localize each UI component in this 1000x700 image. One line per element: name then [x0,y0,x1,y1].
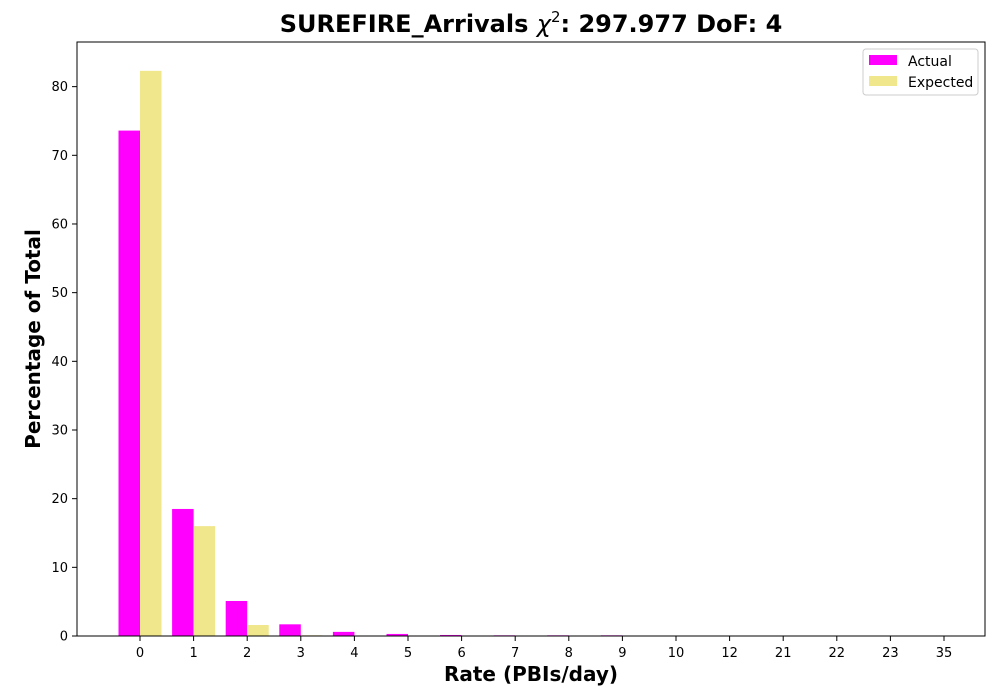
x-tick-label-5: 5 [404,646,412,661]
legend: Actual Expected [862,48,979,96]
x-tick-label-12: 12 [721,646,738,661]
x-tick-label-10: 10 [668,646,685,661]
x-tick-label-7: 7 [511,646,519,661]
bars-group [118,70,944,637]
x-tick-label-21: 21 [775,646,792,661]
title-chi: χ [535,10,552,38]
plot-frame [76,41,986,637]
y-tick-label-60: 60 [51,217,68,232]
x-tick-label-35: 35 [936,646,953,661]
bar-expected-2 [247,625,269,636]
legend-swatch-expected [869,76,897,86]
y-tick-label-50: 50 [51,286,68,301]
title-main: SUREFIRE_Arrivals [280,10,537,38]
x-axis-ticks: 0 1 2 3 4 5 6 7 8 9 10 12 21 22 23 35 [136,636,952,661]
bar-actual-4 [332,631,355,636]
y-axis-ticks: 0 10 20 30 40 50 60 70 80 [51,80,77,645]
bar-actual-5 [386,633,408,636]
x-tick-label-2: 2 [243,646,251,661]
y-tick-label-10: 10 [51,561,68,576]
y-tick-label-20: 20 [51,492,68,507]
bar-actual-0 [118,130,140,637]
chart-title: SUREFIRE_Arrivals χ2: 297.977 DoF: 4 [280,8,783,38]
x-tick-label-0: 0 [136,646,144,661]
title-superscript: 2 [551,8,561,26]
y-tick-label-80: 80 [51,80,68,95]
x-tick-label-9: 9 [618,646,626,661]
bar-expected-0 [140,70,162,637]
legend-label-expected: Expected [908,75,973,91]
y-tick-label-70: 70 [51,149,68,164]
bar-expected-1 [193,526,216,636]
bar-actual-3 [279,624,301,636]
title-rest: : 297.977 DoF: 4 [561,10,783,38]
y-axis-label: Percentage of Total [21,229,45,449]
x-tick-label-22: 22 [829,646,846,661]
bar-actual-1 [172,508,194,636]
y-tick-label-30: 30 [51,423,68,438]
legend-label-actual: Actual [908,54,952,70]
x-tick-label-4: 4 [350,646,358,661]
x-tick-label-1: 1 [189,646,197,661]
bar-actual-6 [440,634,462,636]
y-tick-label-40: 40 [51,355,68,370]
legend-swatch-actual [869,55,897,65]
bar-actual-2 [225,600,248,636]
x-tick-label-23: 23 [882,646,899,661]
x-axis-label: Rate (PBIs/day) [444,662,618,686]
x-tick-label-3: 3 [297,646,305,661]
x-tick-label-6: 6 [457,646,465,661]
y-tick-label-0: 0 [60,630,68,645]
x-tick-label-8: 8 [565,646,573,661]
